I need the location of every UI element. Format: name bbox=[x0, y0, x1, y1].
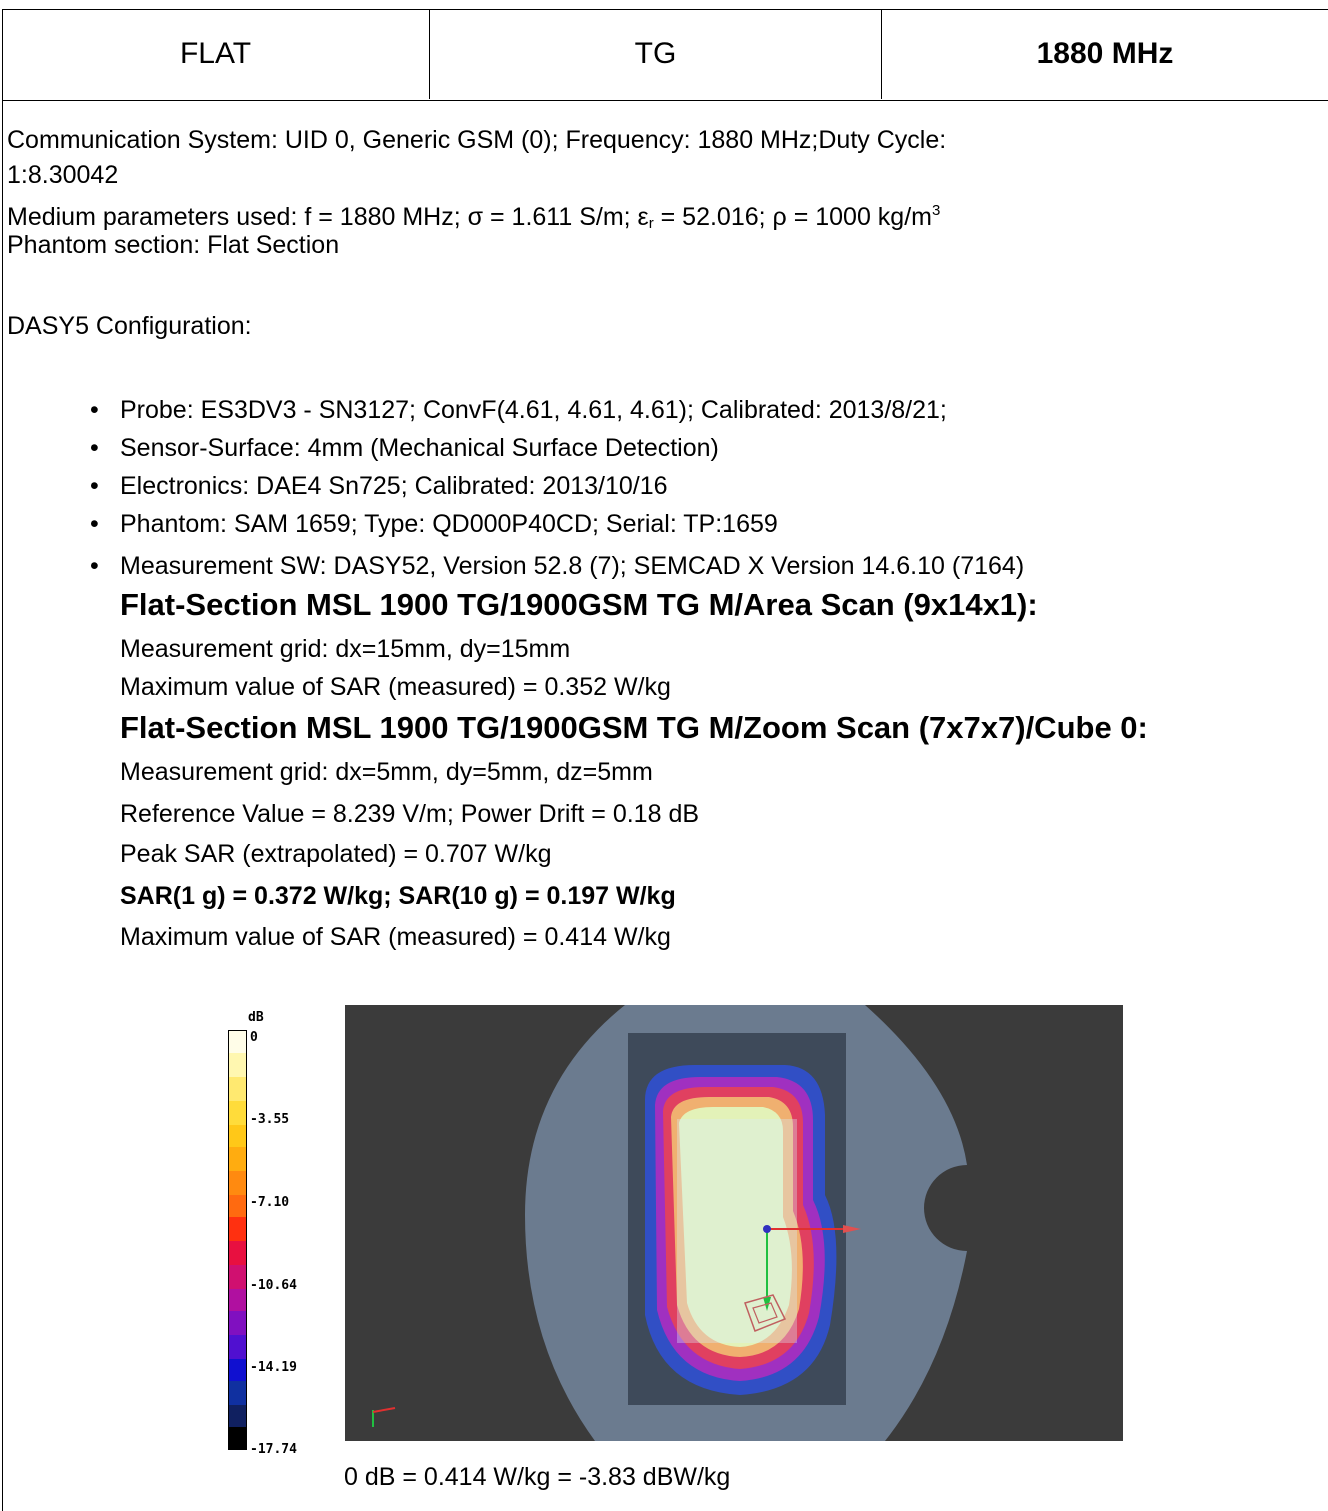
colorbar-tick: -17.74 bbox=[250, 1442, 297, 1457]
bullet-dot: • bbox=[90, 434, 99, 462]
area-scan-max: Maximum value of SAR (measured) = 0.352 … bbox=[120, 673, 671, 701]
comm-system-line: Communication System: UID 0, Generic GSM… bbox=[7, 126, 947, 154]
colorbar-tick: -10.64 bbox=[250, 1278, 297, 1293]
reference-caption: 0 dB = 0.414 W/kg = -3.83 dBW/kg bbox=[344, 1463, 731, 1491]
zoom-scan-grid: Measurement grid: dx=5mm, dy=5mm, dz=5mm bbox=[120, 758, 653, 786]
bullet-dot: • bbox=[90, 552, 99, 580]
bullet-dot: • bbox=[90, 396, 99, 424]
sar-distribution-image bbox=[345, 1005, 1123, 1441]
zoom-scan-max: Maximum value of SAR (measured) = 0.414 … bbox=[120, 923, 671, 951]
bullet-sensor: Sensor-Surface: 4mm (Mechanical Surface … bbox=[120, 434, 719, 462]
colorbar-unit: dB bbox=[248, 1010, 264, 1025]
header-frequency: 1880 MHz bbox=[1036, 37, 1174, 70]
area-scan-title: Flat-Section MSL 1900 TG/1900GSM TG M/Ar… bbox=[120, 587, 1038, 622]
bullet-phantom: Phantom: SAM 1659; Type: QD000P40CD; Ser… bbox=[120, 510, 778, 538]
dasy-config-label: DASY5 Configuration: bbox=[7, 312, 252, 340]
colorbar-tick: -14.19 bbox=[250, 1360, 297, 1375]
bullet-probe: Probe: ES3DV3 - SN3127; ConvF(4.61, 4.61… bbox=[120, 396, 947, 424]
colorbar bbox=[228, 1030, 247, 1450]
header-position: FLAT bbox=[2, 9, 430, 99]
bullet-dot: • bbox=[90, 472, 99, 500]
duty-cycle-line: 1:8.30042 bbox=[7, 161, 119, 189]
bullet-dot: • bbox=[90, 510, 99, 538]
bullet-software: Measurement SW: DASY52, Version 52.8 (7)… bbox=[120, 552, 1025, 580]
bullet-electronics: Electronics: DAE4 Sn725; Calibrated: 201… bbox=[120, 472, 668, 500]
zoom-scan-reference: Reference Value = 8.239 V/m; Power Drift… bbox=[120, 800, 700, 828]
area-scan-grid: Measurement grid: dx=15mm, dy=15mm bbox=[120, 635, 571, 663]
page-frame bbox=[2, 9, 1328, 1511]
colorbar-tick: 0 bbox=[250, 1030, 258, 1045]
header-row: FLAT TG 1880 MHz bbox=[2, 9, 1328, 101]
colorbar-tick: -3.55 bbox=[250, 1112, 290, 1127]
medium-params-line: Medium parameters used: f = 1880 MHz; σ … bbox=[7, 202, 941, 232]
header-mode: TG bbox=[430, 9, 882, 99]
zoom-scan-peak: Peak SAR (extrapolated) = 0.707 W/kg bbox=[120, 840, 552, 868]
colorbar-tick: -7.10 bbox=[250, 1195, 290, 1210]
zoom-scan-title: Flat-Section MSL 1900 TG/1900GSM TG M/Zo… bbox=[120, 710, 1148, 745]
sar-result: SAR(1 g) = 0.372 W/kg; SAR(10 g) = 0.197… bbox=[120, 882, 676, 910]
phantom-section-line: Phantom section: Flat Section bbox=[7, 231, 340, 259]
